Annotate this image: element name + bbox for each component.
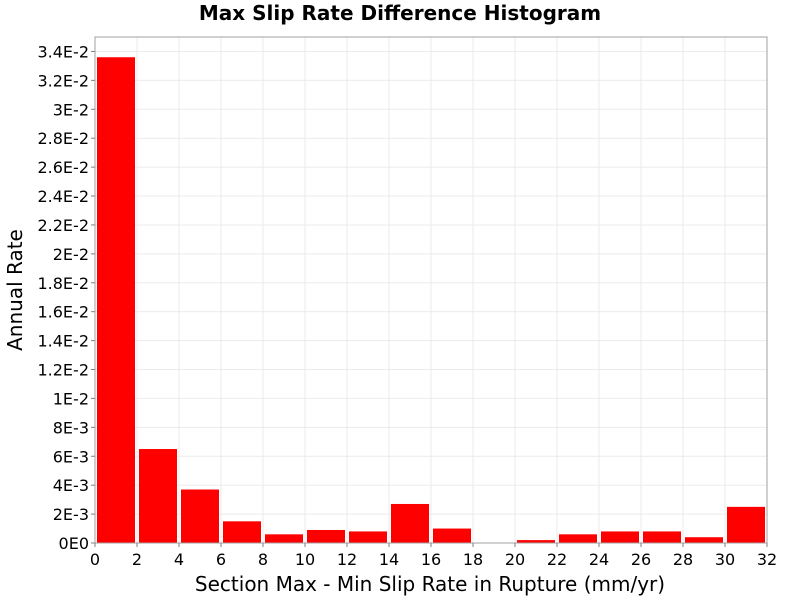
y-tick-label: 8E-3 — [53, 418, 89, 437]
x-tick-label: 10 — [295, 550, 315, 569]
y-tick-label: 2.6E-2 — [37, 158, 89, 177]
histogram-bar — [517, 540, 555, 543]
histogram-bar — [349, 531, 387, 543]
x-tick-label: 26 — [631, 550, 651, 569]
x-tick-label: 2 — [132, 550, 142, 569]
x-axis-ticks: 0 2 4 6 8 10 12 14 16 18 20 22 24 26 28 30 32 — [90, 543, 777, 569]
y-tick-label: 6E-3 — [53, 447, 89, 466]
histogram-bar — [181, 489, 219, 543]
histogram-bar — [559, 534, 597, 543]
histogram-bar — [139, 449, 177, 543]
histogram-bar — [601, 531, 639, 543]
y-tick-label: 3.2E-2 — [37, 71, 89, 90]
histogram-bar — [433, 528, 471, 543]
y-tick-label: 2E-3 — [53, 505, 89, 524]
y-tick-label: 2.4E-2 — [37, 187, 89, 206]
x-tick-label: 20 — [505, 550, 525, 569]
x-tick-label: 28 — [673, 550, 693, 569]
y-tick-label: 1.4E-2 — [37, 332, 89, 351]
x-tick-label: 14 — [379, 550, 399, 569]
x-tick-label: 22 — [547, 550, 567, 569]
x-tick-label: 6 — [216, 550, 226, 569]
y-tick-label: 3E-2 — [53, 100, 89, 119]
x-tick-label: 12 — [337, 550, 357, 569]
y-tick-label: 1.2E-2 — [37, 361, 89, 380]
bars — [97, 57, 765, 544]
x-tick-label: 4 — [174, 550, 184, 569]
x-tick-label: 30 — [715, 550, 735, 569]
x-axis-label: Section Max - Min Slip Rate in Rupture (… — [195, 572, 665, 596]
histogram-bar — [391, 503, 429, 543]
y-tick-label: 2.8E-2 — [37, 129, 89, 148]
y-tick-label: 0E0 — [59, 534, 89, 553]
histogram-bar — [727, 506, 765, 543]
y-tick-label: 1E-2 — [53, 389, 89, 408]
chart-title: Max Slip Rate Difference Histogram — [199, 1, 601, 25]
y-tick-label: 1.6E-2 — [37, 303, 89, 322]
x-tick-label: 16 — [421, 550, 441, 569]
histogram-bar — [307, 529, 345, 543]
histogram-bar — [643, 531, 681, 543]
x-tick-label: 32 — [757, 550, 777, 569]
histogram-bar — [265, 534, 303, 543]
x-tick-label: 24 — [589, 550, 609, 569]
y-tick-label: 1.8E-2 — [37, 274, 89, 293]
y-tick-label: 3.4E-2 — [37, 42, 89, 61]
histogram-bar — [223, 521, 261, 543]
y-axis-label: Annual Rate — [3, 229, 27, 351]
grid — [94, 37, 768, 544]
x-tick-label: 8 — [258, 550, 268, 569]
histogram-bar — [685, 537, 723, 543]
y-tick-label: 2E-2 — [53, 245, 89, 264]
y-tick-label: 4E-3 — [53, 476, 89, 495]
x-tick-label: 0 — [90, 550, 100, 569]
histogram-bar — [97, 57, 135, 544]
y-tick-label: 2.2E-2 — [37, 216, 89, 235]
y-axis-ticks: 0E0 2E-3 4E-3 6E-3 8E-3 1E-2 1.2E-2 1.4E-2 1.6E-… — [37, 42, 95, 553]
x-tick-label: 18 — [463, 550, 483, 569]
